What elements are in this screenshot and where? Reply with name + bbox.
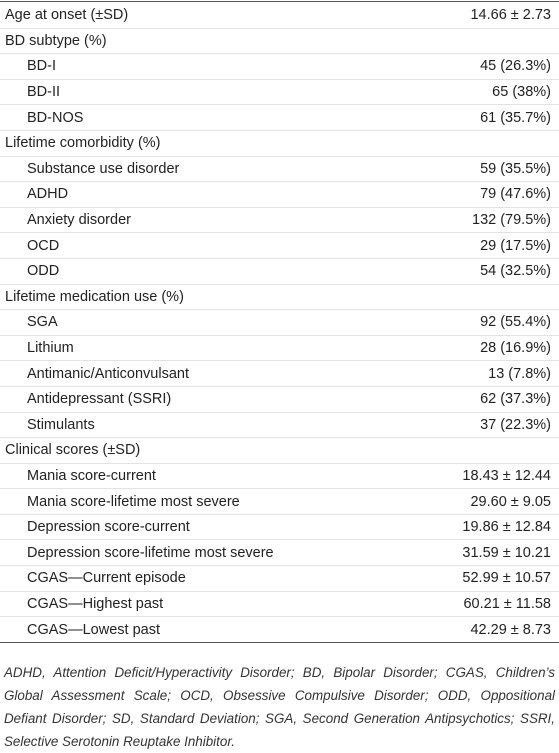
sub-row: CGAS—Current episode 52.99 ± 10.57: [0, 565, 559, 591]
row-value: 19.86 ± 12.84: [462, 519, 551, 536]
footnote: ADHD, Attention Deficit/Hyperactivity Di…: [4, 665, 555, 749]
row-value: 79 (47.6%): [480, 186, 551, 203]
row-value: 60.21 ± 11.58: [463, 595, 551, 612]
row-value: 18.43 ± 12.44: [462, 467, 551, 484]
row-label: CGAS—Current episode: [27, 570, 186, 587]
table: Age at onset (±SD) 14.66 ± 2.73 BD subtype…: [0, 1, 559, 643]
sub-row: BD-NOS 61 (35.7%): [0, 104, 559, 130]
row: BD subtype (%): [0, 27, 559, 54]
sub-row: BD-II 65 (38%): [0, 78, 559, 105]
row-value: 62 (37.3%): [480, 391, 551, 408]
row-label: Mania score-current: [27, 467, 156, 484]
sub-row: Depression score-lifetime most severe 31.…: [0, 539, 559, 565]
row-value: 28 (16.9%): [480, 340, 551, 357]
sub-row: ADHD 79 (47.6%): [0, 181, 559, 207]
row-value: 92 (55.4%): [480, 314, 551, 331]
sub-row: OCD 29 (17.5%): [0, 232, 559, 258]
row-label: SGA: [27, 314, 58, 331]
row-value: 132 (79.5%): [472, 212, 551, 229]
sub-row: Mania score-current 18.43 ± 12.44: [0, 462, 559, 489]
row-label: Age at onset (±SD): [5, 6, 129, 23]
sub-row: Depression score-current 19.86 ± 12.84: [0, 513, 559, 540]
row-label: Depression score-lifetime most severe: [27, 544, 274, 561]
row-label: CGAS—Highest past: [27, 595, 164, 612]
sub-row: Anxiety disorder 132 (79.5%): [0, 206, 559, 233]
sub-row: Antimanic/Anticonvulsant 13 (7.8%): [0, 360, 559, 386]
row-value: 61 (35.7%): [480, 109, 551, 126]
row-label: CGAS—Lowest past: [27, 621, 160, 638]
row-label: BD-II: [27, 84, 61, 101]
row-label: BD subtype (%): [5, 32, 107, 49]
row-label: Lifetime medication use (%): [5, 288, 184, 305]
row-label: Anxiety disorder: [27, 212, 131, 229]
row-value: 31.59 ± 10.21: [462, 544, 551, 561]
row: Clinical scores (±SD): [0, 437, 559, 463]
row-label: Stimulants: [27, 416, 95, 433]
row-label: Substance use disorder: [27, 160, 180, 177]
row-label: Antimanic/Anticonvulsant: [27, 365, 189, 382]
row-value: 29 (17.5%): [480, 237, 551, 254]
row-label: Depression score-current: [27, 519, 190, 536]
sub-row: SGA 92 (55.4%): [0, 309, 559, 335]
row-label: ADHD: [27, 186, 69, 203]
row-value: 37 (22.3%): [480, 416, 551, 433]
sub-row: ODD 54 (32.5%): [0, 257, 559, 284]
sub-row: Stimulants 37 (22.3%): [0, 411, 559, 438]
row: Lifetime medication use (%): [0, 283, 559, 310]
row: Age at onset (±SD) 14.66 ± 2.73: [0, 2, 559, 28]
row-value: 13 (7.8%): [488, 365, 551, 382]
row-label: OCD: [27, 237, 60, 254]
row-value: 54 (32.5%): [480, 263, 551, 280]
row-value: 42.29 ± 8.73: [470, 621, 551, 638]
row-label: Mania score-lifetime most severe: [27, 493, 240, 510]
row-label: BD-NOS: [27, 109, 84, 126]
sub-row: Mania score-lifetime most severe 29.60 ± …: [0, 488, 559, 514]
row-label: Lifetime comorbidity (%): [5, 135, 161, 152]
row-value: 14.66 ± 2.73: [470, 6, 551, 23]
row-value: 65 (38%): [492, 84, 551, 101]
row-label: ODD: [27, 263, 60, 280]
sub-row: CGAS—Highest past 60.21 ± 11.58: [0, 590, 559, 617]
sub-row: BD-I 45 (26.3%): [0, 53, 559, 79]
row-value: 59 (35.5%): [480, 160, 551, 177]
row-label: BD-I: [27, 58, 56, 75]
sub-row: Substance use disorder 59 (35.5%): [0, 155, 559, 182]
row-value: 52.99 ± 10.57: [462, 570, 551, 587]
sub-row: Lithium 28 (16.9%): [0, 334, 559, 361]
row: Lifetime comorbidity (%): [0, 129, 559, 156]
row-value: 45 (26.3%): [480, 58, 551, 75]
row-label: Lithium: [27, 340, 74, 357]
row-label: Clinical scores (±SD): [5, 442, 141, 459]
sub-row: Antidepressant (SSRI) 62 (37.3%): [0, 385, 559, 412]
row-value: 29.60 ± 9.05: [470, 493, 551, 510]
sub-row: CGAS—Lowest past 42.29 ± 8.73: [0, 616, 559, 642]
row-label: Antidepressant (SSRI): [27, 391, 172, 408]
